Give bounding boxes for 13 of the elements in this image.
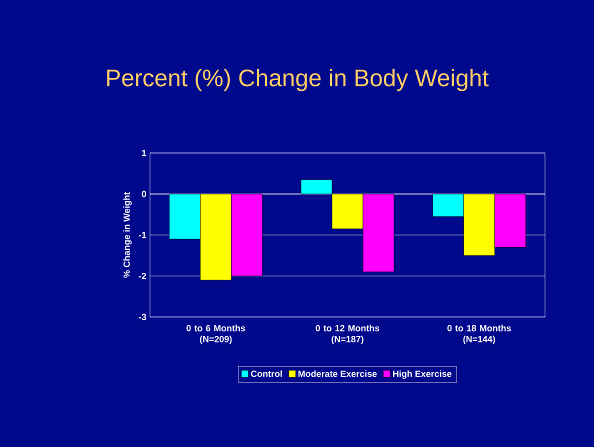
y-tick-label: 0 xyxy=(142,190,146,198)
legend-label: High Exercise xyxy=(393,370,452,379)
y-tick-label: 1 xyxy=(142,150,146,156)
y-tick-label: -1 xyxy=(138,232,146,238)
x-tick-label: 0 to 12 Months (N=187) xyxy=(316,324,380,344)
legend-label: Moderate Exercise xyxy=(298,370,377,377)
x-tick-label: 0 to 6 Months (N=209) xyxy=(186,324,246,344)
y-tick-label: -2 xyxy=(138,272,146,280)
y-axis-title: % Change in Weight xyxy=(123,192,132,278)
y-tick-label: -3 xyxy=(138,314,146,320)
chart-title: Percent (%) Change in Body Weight xyxy=(107,68,489,92)
legend-label: Control xyxy=(250,370,282,377)
x-tick-label: 0 to 18 Months (N=144) xyxy=(447,324,511,344)
